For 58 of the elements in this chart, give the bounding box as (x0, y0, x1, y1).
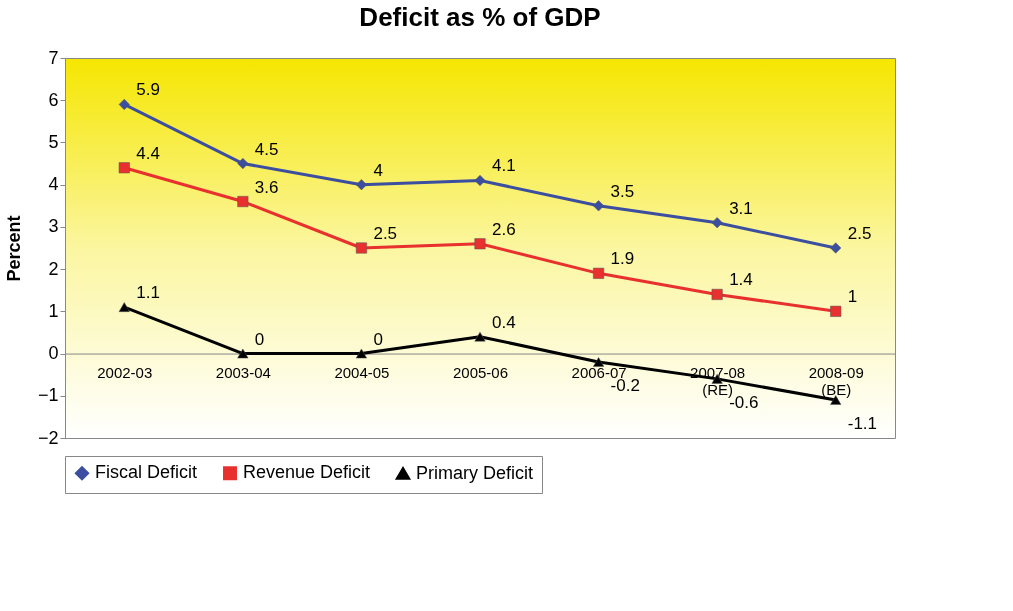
point (118, 98, 130, 110)
point (474, 331, 486, 342)
point (711, 288, 723, 300)
y-tick-label: 3 (48, 216, 59, 237)
y-tick-label: 6 (48, 89, 59, 110)
point (118, 162, 130, 174)
y-tick-label: 2 (48, 258, 59, 279)
y-tick-label: 0 (48, 343, 59, 364)
data-label: -1.1 (847, 414, 878, 433)
y-tick-label: 4 (48, 174, 59, 195)
point (237, 348, 249, 359)
data-label: 1.4 (729, 270, 753, 290)
y-tick-label: −2 (37, 427, 59, 448)
y-tick-label: 1 (48, 300, 59, 321)
data-label: 0 (373, 329, 383, 349)
data-label: 0 (254, 329, 265, 349)
data-label: 0.4 (492, 312, 516, 332)
legend-label: Revenue Deficit (243, 462, 371, 483)
point (593, 200, 605, 212)
x-tick-label: 2002-03 (97, 364, 153, 382)
point (237, 158, 249, 170)
point (830, 242, 842, 254)
data-label: 3.1 (729, 198, 753, 218)
legend-label: Primary Deficit (416, 462, 534, 483)
data-label: 1 (847, 287, 858, 307)
point (474, 174, 486, 186)
point (118, 302, 130, 312)
data-label: 4.5 (254, 139, 279, 159)
x-tick-label: 2004-05 (334, 364, 390, 382)
point (593, 357, 605, 367)
y-axis-title: Percent (3, 215, 24, 282)
point (237, 196, 249, 208)
x-tick-label: 2003-04 (215, 364, 271, 382)
data-label: 3.6 (254, 177, 279, 197)
point (711, 217, 723, 229)
data-label: 2.5 (847, 224, 872, 243)
point (355, 348, 367, 359)
data-label: 1.9 (610, 249, 635, 269)
point (355, 242, 367, 254)
legend-label: Fiscal Deficit (95, 462, 198, 483)
point (593, 267, 605, 279)
point (355, 179, 367, 191)
data-label: 4.4 (136, 143, 160, 163)
data-label: 2.6 (492, 219, 516, 239)
y-tick-label: 7 (48, 47, 59, 68)
data-label: 1.1 (136, 283, 160, 303)
x-tick-label: 2005-06 (452, 364, 509, 382)
data-label: 3.5 (610, 181, 635, 201)
data-label: 2.5 (373, 224, 398, 243)
y-tick-label: −1 (37, 385, 59, 406)
point (474, 238, 486, 250)
chart-title: Deficit as % of GDP (359, 2, 601, 32)
x-tick-label: 2008-09 (BE) (808, 364, 864, 399)
data-label: 5.9 (136, 80, 160, 100)
data-label: 4 (373, 160, 383, 180)
point (830, 305, 842, 317)
data-label: 4.1 (492, 156, 516, 176)
y-tick-label: 5 (48, 131, 59, 152)
